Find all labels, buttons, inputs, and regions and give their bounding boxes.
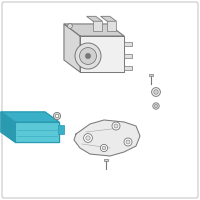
FancyBboxPatch shape: [124, 42, 132, 46]
Polygon shape: [80, 36, 124, 72]
Circle shape: [114, 124, 118, 128]
Circle shape: [126, 140, 130, 144]
Polygon shape: [74, 120, 140, 156]
Circle shape: [153, 103, 159, 109]
FancyBboxPatch shape: [124, 66, 132, 70]
Circle shape: [80, 48, 96, 64]
Polygon shape: [1, 112, 15, 142]
FancyBboxPatch shape: [104, 159, 108, 161]
Polygon shape: [15, 122, 59, 142]
Polygon shape: [1, 112, 59, 122]
FancyBboxPatch shape: [107, 21, 116, 31]
FancyBboxPatch shape: [149, 74, 153, 76]
Circle shape: [85, 53, 91, 59]
Circle shape: [68, 24, 72, 28]
Circle shape: [53, 112, 61, 120]
Polygon shape: [64, 24, 80, 72]
FancyBboxPatch shape: [2, 2, 198, 198]
Circle shape: [86, 136, 90, 140]
Circle shape: [112, 122, 120, 130]
Circle shape: [55, 114, 59, 118]
Circle shape: [152, 88, 160, 96]
Polygon shape: [101, 16, 116, 21]
Circle shape: [154, 104, 158, 108]
Polygon shape: [64, 24, 124, 36]
Circle shape: [124, 138, 132, 146]
FancyBboxPatch shape: [124, 54, 132, 58]
FancyBboxPatch shape: [93, 21, 102, 31]
Polygon shape: [87, 16, 102, 21]
FancyBboxPatch shape: [58, 125, 65, 135]
Circle shape: [100, 144, 108, 152]
Circle shape: [102, 146, 106, 150]
Circle shape: [75, 43, 101, 69]
Circle shape: [154, 90, 158, 94]
Circle shape: [84, 134, 92, 142]
